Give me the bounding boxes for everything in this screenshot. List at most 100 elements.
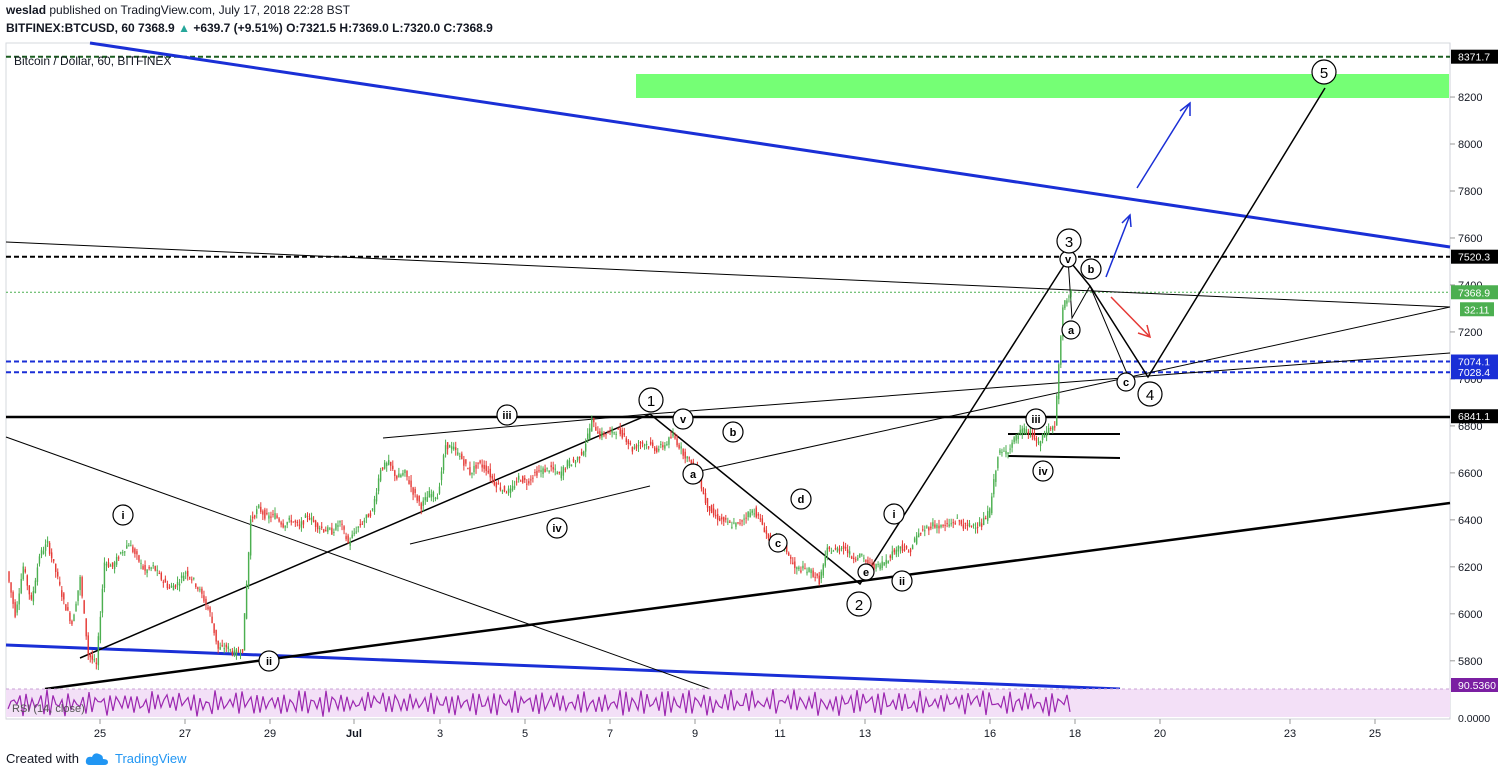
tradingview-link[interactable]: TradingView (114, 751, 187, 766)
candle-body (513, 486, 516, 488)
candle-body (489, 468, 491, 478)
candle-body (879, 564, 881, 570)
wave-label-circle (722, 421, 744, 443)
candle-body (540, 470, 542, 473)
wave-label: iii (502, 410, 511, 422)
candle-body (526, 483, 528, 485)
candle-body (796, 567, 798, 570)
candle-body (595, 426, 597, 431)
candle-body (987, 511, 989, 521)
candle-body (895, 549, 898, 555)
candle-body (960, 520, 963, 525)
candle-body (566, 460, 569, 468)
candle-body (388, 460, 390, 465)
candle-body (349, 541, 351, 546)
candle-body (970, 525, 973, 527)
candle-body (861, 554, 863, 556)
candle-body (253, 515, 256, 518)
candle-body (956, 517, 958, 519)
candle-body (534, 471, 536, 473)
candle-body (950, 523, 952, 525)
candle-body (790, 556, 792, 559)
x-tick-label: 16 (984, 728, 996, 740)
candle-body (353, 532, 355, 534)
candle-body (584, 443, 587, 452)
candle-body (635, 445, 638, 449)
candle-body (887, 560, 889, 563)
candle-body (235, 649, 238, 656)
candle-body (306, 516, 309, 518)
price-level-tag (1451, 285, 1498, 300)
candle-body (128, 545, 130, 547)
y-tick-label: 7200 (1458, 327, 1482, 339)
candle-body (379, 469, 382, 481)
candle-body (710, 504, 713, 513)
candle-body (396, 476, 398, 479)
candle-body (674, 436, 676, 439)
candle-body (568, 460, 571, 466)
candle-body (997, 457, 999, 469)
candle-body (302, 520, 305, 525)
candle-body (716, 514, 719, 520)
wave-label: 3 (1065, 234, 1073, 251)
candle-body (1019, 429, 1021, 435)
candle-body (452, 446, 455, 450)
y-tick-label: 6000 (1458, 609, 1482, 621)
candle-body (865, 559, 867, 562)
candle-body (416, 495, 418, 501)
falling-channel-line (5, 436, 711, 690)
candle-body (623, 433, 625, 436)
candle-body (223, 648, 225, 650)
candle-body (580, 451, 583, 455)
chart-title: Bitcoin / Dollar, 60, BITFINEX (14, 54, 171, 68)
candle-body (193, 577, 195, 579)
candle-body (162, 581, 165, 583)
chart-area[interactable]: i ii iii iv v a b c d e i ii iii iv a b c v 1 2 3 4 5 Bitcoin … (0, 41, 1508, 746)
candle-body (48, 542, 51, 554)
candle-body (1062, 307, 1064, 337)
candle-body (87, 635, 89, 655)
x-tick-label: 23 (1284, 728, 1296, 740)
candle-body (351, 534, 353, 538)
candle-body (1066, 300, 1068, 304)
candle-body (8, 571, 10, 582)
wave-label-circle (1137, 381, 1163, 407)
x-tick-label: 25 (94, 728, 106, 740)
candle-body (251, 516, 254, 519)
candle-body (333, 531, 335, 533)
y-tick-label: 8000 (1458, 139, 1482, 151)
candle-body (690, 460, 692, 467)
candle-body (542, 468, 544, 475)
candle-body (406, 470, 408, 477)
candle-body (607, 432, 609, 434)
candle-body (46, 540, 49, 544)
candle-body (552, 467, 554, 470)
wave-label: v (1065, 254, 1072, 266)
candle-body (538, 470, 540, 472)
candle-body (241, 649, 244, 653)
wave-label-circle (846, 591, 872, 617)
candle-body (855, 559, 857, 561)
candle-body (562, 467, 565, 476)
candle-body (968, 523, 971, 527)
candle-body (582, 451, 585, 456)
candle-body (357, 526, 359, 528)
author-name[interactable]: weslad (6, 3, 47, 17)
candle-body (383, 462, 386, 469)
candle-body (828, 547, 831, 549)
candle-body (381, 467, 384, 470)
candle-body (392, 465, 394, 469)
candle-body (95, 662, 98, 665)
candle-body (548, 470, 550, 473)
candle-body (840, 547, 843, 549)
last-price: 7368.9 (138, 21, 175, 35)
candle-body (304, 514, 307, 518)
candle-body (24, 569, 26, 573)
candle-body (836, 547, 839, 553)
publish-info: weslad published on TradingView.com, Jul… (6, 3, 350, 17)
candle-body (721, 517, 723, 520)
plot-frame (5, 42, 1451, 720)
candle-body (101, 588, 104, 613)
wave-label-circle (790, 488, 812, 510)
